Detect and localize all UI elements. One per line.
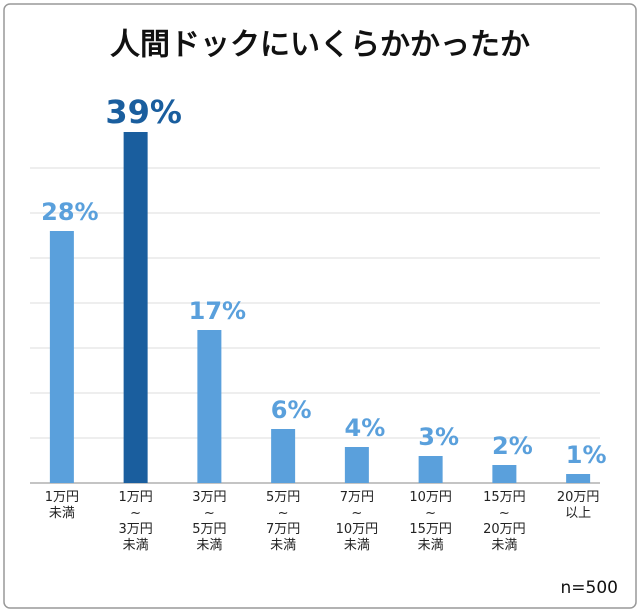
value-label: 1% [566,441,607,469]
x-tick-line: 10万円 [336,522,379,537]
x-tick-line: 以上 [565,506,591,521]
value-label: 2% [492,432,533,460]
bar [344,447,369,483]
chart-title: 人間ドックにいくらかかったか [110,28,530,63]
x-tick-line: ~ [278,506,289,521]
value-label: 4% [345,414,386,442]
x-tick-line: ~ [351,506,362,521]
x-tick-line: 3万円 [192,490,226,505]
x-tick-line: 未満 [491,538,517,553]
x-tick-label: 15万円~ 20万円未満 [483,490,526,553]
bar [566,474,591,483]
bar [197,330,222,483]
x-tick-line: 未満 [123,538,149,553]
sample-note: n=500 [561,578,618,598]
x-tick-line: ~ [204,506,215,521]
x-tick-line: ~ [130,506,141,521]
x-tick-line: 1万円 [45,490,79,505]
x-tick-line: 5万円 [192,522,226,537]
value-label: 17% [189,297,246,325]
bar [49,231,74,483]
x-tick-label: 1万円~ 3万円未満 [118,490,152,553]
x-tick-line: 7万円 [266,522,300,537]
value-label: 28% [41,198,98,226]
x-tick-line: 5万円 [266,490,300,505]
x-tick-line: ~ [499,506,510,521]
bar [418,456,443,483]
x-tick-line: 未満 [270,538,296,553]
x-tick-label: 10万円~ 15万円未満 [409,490,452,553]
x-tick-line: 15万円 [409,522,452,537]
value-label: 6% [271,396,312,424]
x-tick-label: 20万円以上 [557,490,600,521]
x-tick-label: 1万円未満 [45,490,79,521]
x-tick-label: 7万円~ 10万円未満 [336,490,379,553]
x-tick-label: 3万円~ 5万円未満 [192,490,226,553]
x-tick-line: 10万円 [409,490,452,505]
bar [492,465,517,483]
x-tick-line: 未満 [418,538,444,553]
bar [271,429,296,483]
x-tick-line: 未満 [344,538,370,553]
x-tick-line: 7万円 [340,490,374,505]
x-tick-line: 未満 [196,538,222,553]
x-tick-line: 未満 [49,506,75,521]
x-tick-line: 20万円 [483,522,526,537]
x-tick-line: 20万円 [557,490,600,505]
bar [123,132,148,483]
value-label: 3% [418,423,459,451]
x-tick-line: 1万円 [118,490,152,505]
value-label: 39% [105,93,182,131]
x-tick-label: 5万円~ 7万円未満 [266,490,300,553]
x-tick-line: ~ [425,506,436,521]
x-tick-line: 3万円 [118,522,152,537]
x-tick-line: 15万円 [483,490,526,505]
frame [3,3,637,609]
